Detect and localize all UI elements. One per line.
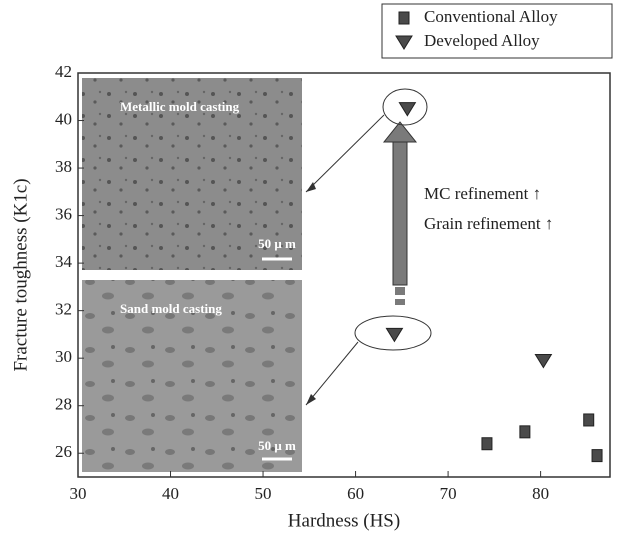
legend-marker: [399, 12, 409, 24]
data-point: [386, 328, 402, 341]
x-tick-label: 50: [255, 484, 272, 503]
x-axis-label: Hardness (HS): [288, 510, 400, 531]
inset-label: Sand mold casting: [120, 301, 222, 316]
legend-label: Developed Alloy: [424, 31, 540, 50]
y-tick-label: 34: [55, 252, 73, 271]
y-tick-label: 36: [55, 204, 72, 223]
y-tick-label: 26: [55, 442, 72, 461]
y-tick-label: 42: [55, 62, 72, 81]
x-tick-label: 70: [440, 484, 457, 503]
y-tick-label: 32: [55, 300, 72, 319]
arrow-dash: [395, 299, 405, 305]
annotation: Grain refinement ↑: [424, 214, 553, 233]
x-tick-label: 30: [70, 484, 87, 503]
data-point: [584, 414, 594, 426]
data-point: [482, 438, 492, 450]
x-tick-label: 80: [532, 484, 549, 503]
inset-label: Metallic mold casting: [120, 99, 240, 114]
x-tick-label: 60: [347, 484, 364, 503]
data-point: [535, 355, 551, 368]
scale-label: 50 μ m: [258, 438, 296, 453]
y-axis-label: Fracture toughness (K1c): [10, 178, 31, 371]
data-point: [592, 450, 602, 462]
refinement-arrow: [393, 140, 407, 285]
x-tick-label: 40: [162, 484, 179, 503]
annotation: MC refinement ↑: [424, 184, 541, 203]
y-tick-label: 28: [55, 395, 72, 414]
pointer-head: [306, 394, 316, 405]
chart: 30 40 50 60 70 80 26 28 30 32 34 36 38 40 42 Hardness (…: [0, 0, 620, 541]
scale-label: 50 μ m: [258, 236, 296, 251]
y-tick-label: 38: [55, 157, 72, 176]
y-tick-label: 40: [55, 109, 72, 128]
pointer-line: [306, 115, 384, 192]
data-point: [399, 103, 415, 116]
legend-label: Conventional Alloy: [424, 7, 558, 26]
arrow-dash: [395, 287, 405, 295]
data-point: [520, 426, 530, 438]
y-tick-label: 30: [55, 347, 72, 366]
pointer-line: [306, 342, 358, 405]
